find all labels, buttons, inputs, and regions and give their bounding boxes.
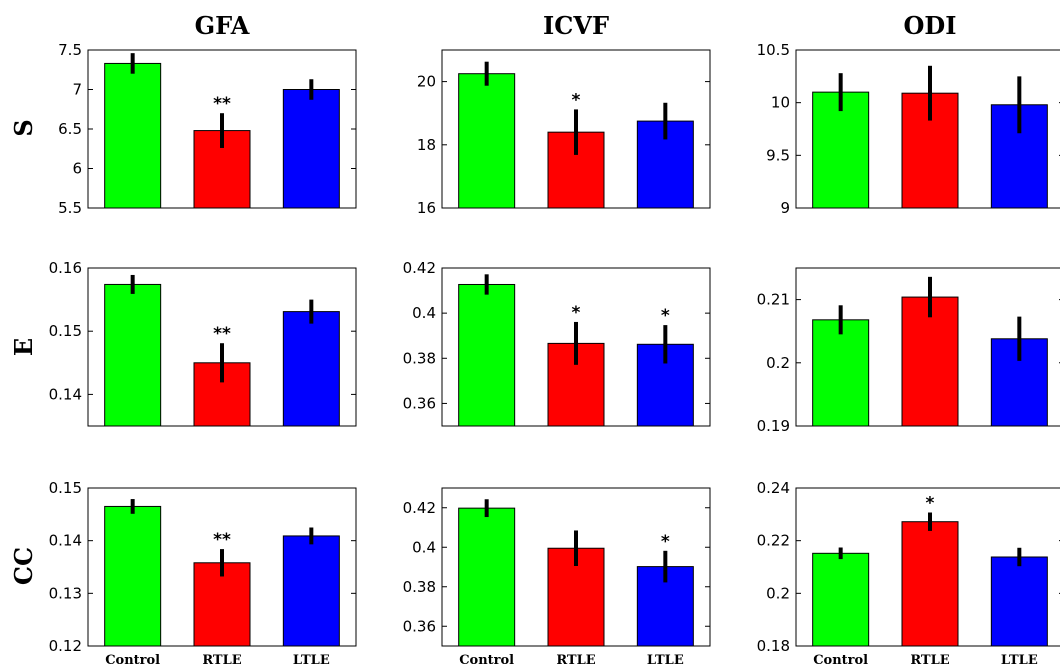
significance-marker: ** [213,530,231,550]
y-tick-label: 20 [417,73,436,91]
panel-e-icvf: 0.36 0.38 0.4 0.42 * * [403,259,711,427]
y-tick-label: 0.42 [403,499,436,517]
y-tick-label: 0.24 [757,479,790,497]
y-tick-label: 7.5 [58,41,82,59]
y-tick-label: 9 [780,199,790,217]
column-title-gfa: GFA [195,11,250,40]
row-label-e: E [9,338,38,356]
significance-marker: * [572,303,581,323]
category-label-rtle: RTLE [202,653,241,668]
y-tick-label: 0.2 [766,584,790,602]
bar-control [458,507,516,647]
bar-control [812,91,870,209]
y-tick-label: 10.5 [757,41,790,59]
bar-ltle [282,311,340,427]
y-tick-label: 0.18 [757,637,790,655]
y-tick-label: 7 [72,81,82,99]
y-tick-label: 0.38 [403,349,436,367]
category-label-ltle: LTLE [293,653,330,668]
panel-e-gfa: 0.14 0.15 0.16 ** [49,259,357,427]
panel-e-odi: 0.19 0.2 0.21 [757,267,1060,435]
y-tick-label: 0.42 [403,259,436,277]
bar-rtle [901,521,959,647]
y-tick-label: 5.5 [58,199,82,217]
bar-ltle [282,535,340,647]
panel-s-icvf: 16 18 20 * [417,49,711,217]
y-tick-label: 16 [417,199,436,217]
category-label-control: Control [459,653,514,668]
y-tick-label: 0.13 [49,584,82,602]
significance-marker: ** [213,324,231,344]
category-label-rtle: RTLE [556,653,595,668]
bar-ltle [990,556,1048,647]
y-tick-label: 0.15 [49,322,82,340]
row-label-cc: CC [9,547,38,585]
bar-control [104,283,162,427]
bar-control [458,283,516,427]
row-label-s: S [9,119,38,136]
significance-marker: * [926,493,935,513]
y-tick-label: 6.5 [58,120,82,138]
category-label-control: Control [813,653,868,668]
bar-control [104,62,162,209]
bar-control [104,505,162,647]
y-tick-label: 0.36 [403,617,436,635]
significance-marker: * [661,532,670,552]
column-title-odi: ODI [904,11,957,40]
y-tick-label: 0.21 [757,291,790,309]
y-tick-label: 0.16 [49,259,82,277]
y-tick-label: 10 [771,94,790,112]
y-tick-label: 6 [72,160,82,178]
significance-marker: * [661,306,670,326]
bar-rtle [901,296,959,427]
bar-rtle [193,562,251,647]
y-tick-label: 0.19 [757,417,790,435]
category-label-ltle: LTLE [1001,653,1038,668]
y-tick-label: 0.15 [49,479,82,497]
category-label-ltle: LTLE [647,653,684,668]
y-tick-label: 0.4 [412,538,436,556]
significance-marker: ** [213,94,231,114]
bar-control [458,73,516,209]
y-tick-label: 0.14 [49,532,82,550]
y-tick-label: 0.14 [49,385,82,403]
significance-marker: * [572,90,581,110]
category-label-rtle: RTLE [910,653,949,668]
bar-ltle [282,89,340,209]
category-label-control: Control [105,653,160,668]
y-tick-label: 0.2 [766,354,790,372]
y-tick-label: 0.22 [757,532,790,550]
y-tick-label: 9.5 [766,146,790,164]
y-tick-label: 0.12 [49,637,82,655]
panels-group: 5.566.577.5**161820*99.51010.50.140.150.… [49,41,1060,668]
y-tick-label: 0.38 [403,578,436,596]
bar-control [812,319,870,427]
panel-cc-odi: 0.18 0.2 0.22 0.24 Control * RTLE LTLE [757,479,1060,668]
column-title-icvf: ICVF [543,11,609,40]
y-tick-label: 18 [417,136,436,154]
bar-control [812,552,870,647]
y-tick-label: 0.4 [412,304,436,322]
panel-s-odi: 9 9.5 10 10.5 [757,41,1060,217]
panel-s-gfa: 5.5 6 6.5 7 7.5 ** [58,41,357,217]
y-tick-label: 0.36 [403,394,436,412]
panel-cc-gfa: 0.12 0.13 0.14 0.15 Control ** RTLE LTLE [49,479,357,668]
panel-cc-icvf: 0.36 0.38 0.4 0.42 Control RTLE * LTLE [403,487,711,668]
